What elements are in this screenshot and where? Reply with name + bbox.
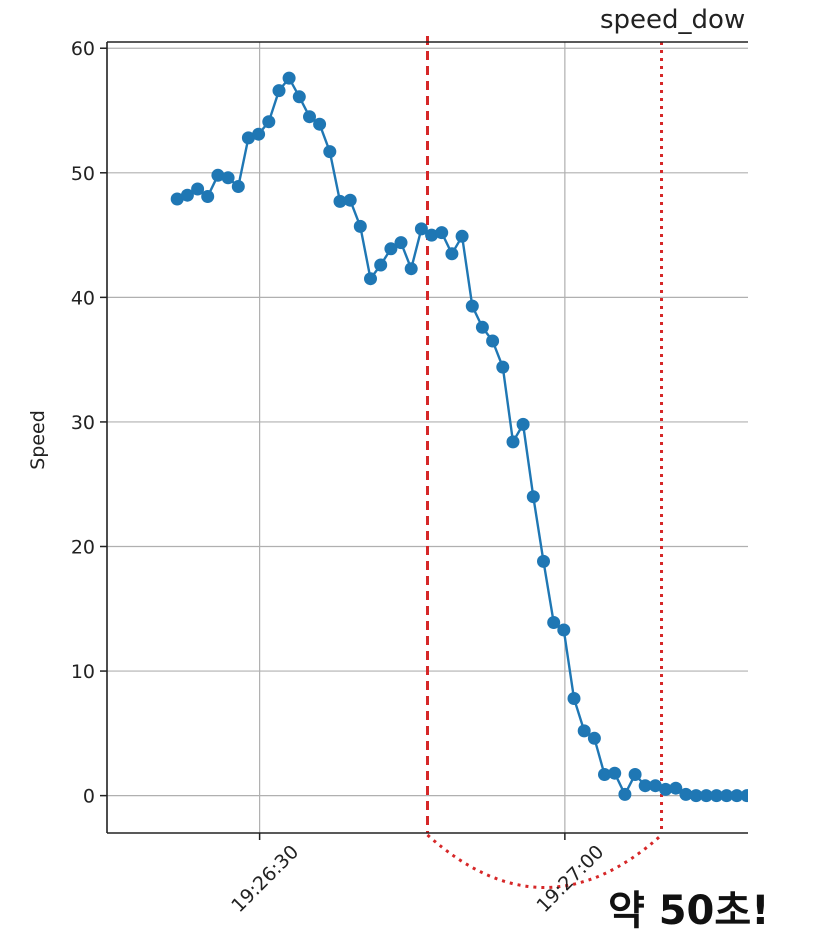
data-point — [394, 236, 408, 250]
data-point — [435, 226, 449, 240]
data-point — [506, 435, 520, 449]
y-tick-label: 10 — [71, 661, 95, 683]
y-tick-label: 60 — [71, 38, 95, 60]
data-point — [648, 779, 662, 793]
data-point — [282, 71, 296, 85]
data-point — [404, 262, 418, 276]
tick-labels: 0 10 20 30 40 50 60 19:26:30 19:27:00 — [71, 38, 609, 917]
y-tick-label: 0 — [83, 786, 95, 808]
axes — [100, 41, 748, 840]
data-point — [746, 791, 748, 800]
data-point — [608, 766, 622, 780]
x-tick-label: 19:27:00 — [532, 841, 608, 917]
y-tick-label: 30 — [71, 412, 95, 434]
data-point — [638, 779, 652, 793]
data-point — [557, 623, 571, 637]
chart-title: speed_dow — [600, 5, 745, 35]
data-point — [598, 768, 611, 781]
data-point — [526, 490, 540, 504]
data-point — [516, 417, 530, 431]
data-point — [679, 787, 693, 801]
data-point — [374, 258, 388, 272]
data-point — [272, 84, 286, 98]
data-point — [577, 724, 591, 738]
data-point — [486, 334, 500, 348]
y-tick-label: 40 — [71, 287, 95, 309]
data-point — [170, 192, 184, 206]
data-point — [384, 242, 398, 256]
data-point — [364, 272, 377, 286]
annotation-lines — [426, 36, 664, 889]
data-point — [252, 127, 266, 141]
data-point — [699, 789, 713, 803]
data-point — [191, 182, 205, 196]
data-point — [292, 90, 306, 104]
data-point — [241, 131, 255, 145]
data-point — [475, 320, 489, 334]
y-tick-label: 50 — [71, 163, 95, 185]
data-point — [455, 229, 469, 243]
data-point — [740, 789, 748, 803]
data-point — [353, 219, 367, 233]
data-point — [231, 180, 245, 193]
data-point — [333, 194, 347, 208]
data-point — [262, 115, 276, 129]
data-point — [445, 247, 459, 261]
data-point — [465, 299, 479, 313]
x-tick-label: 19:26:30 — [227, 841, 303, 917]
data-point — [730, 789, 744, 803]
series-speed — [170, 71, 748, 803]
data-point — [669, 781, 683, 795]
data-point — [201, 190, 215, 203]
data-point — [221, 171, 235, 185]
series-line — [176, 75, 748, 798]
data-point — [618, 787, 632, 801]
data-point — [547, 616, 561, 629]
data-point — [537, 554, 550, 568]
data-point — [659, 782, 673, 796]
y-axis-title: Speed — [27, 410, 49, 470]
data-point — [567, 692, 581, 705]
data-point — [323, 145, 337, 159]
data-point — [710, 789, 723, 803]
duration-arc — [426, 833, 663, 889]
y-tick-label: 20 — [71, 536, 95, 558]
data-point — [425, 228, 439, 242]
data-point — [180, 188, 194, 202]
data-point — [496, 360, 510, 374]
data-point — [303, 110, 316, 124]
data-point — [689, 789, 703, 803]
data-point — [587, 731, 601, 745]
annotation-label: 약 50초! — [608, 888, 769, 934]
data-point — [313, 117, 327, 131]
data-point — [414, 222, 428, 236]
data-point — [211, 168, 225, 182]
data-point — [628, 768, 642, 781]
data-point — [720, 789, 734, 803]
data-point — [343, 193, 357, 207]
series-layer — [170, 71, 748, 803]
